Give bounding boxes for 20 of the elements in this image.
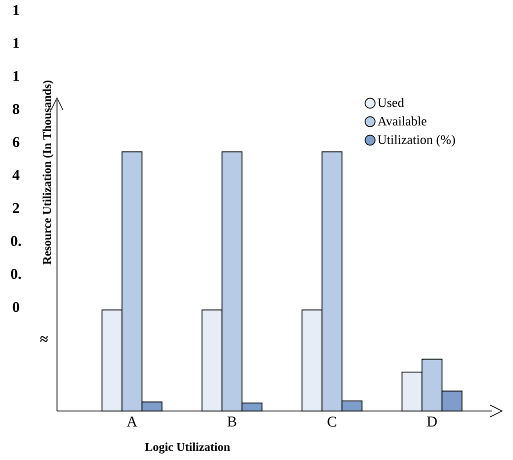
text: 2 [12,203,20,213]
text: ≈ [40,336,48,342]
text: 1 [13,5,19,15]
text: 1 [13,71,19,81]
text: 4 [12,170,20,180]
legend-label: Used [378,98,404,108]
x-tick-label: B [227,416,236,426]
y-axis-title: Resource Utilization (In Thousands) [42,80,54,265]
legend-label: Available [378,116,426,126]
text: 0 [12,302,20,312]
x-tick-label: C [328,416,336,427]
legend-label: Utilization (%) [378,134,455,147]
x-axis-title: Logic Utilization [145,442,230,454]
text: 6 [12,136,20,148]
x-tick-label: D [427,416,437,426]
x-tick-label: A [126,416,138,427]
text: 0. [10,268,21,280]
text: 0. [10,236,21,246]
text: 1 [13,38,19,48]
text: 8 [12,104,20,114]
